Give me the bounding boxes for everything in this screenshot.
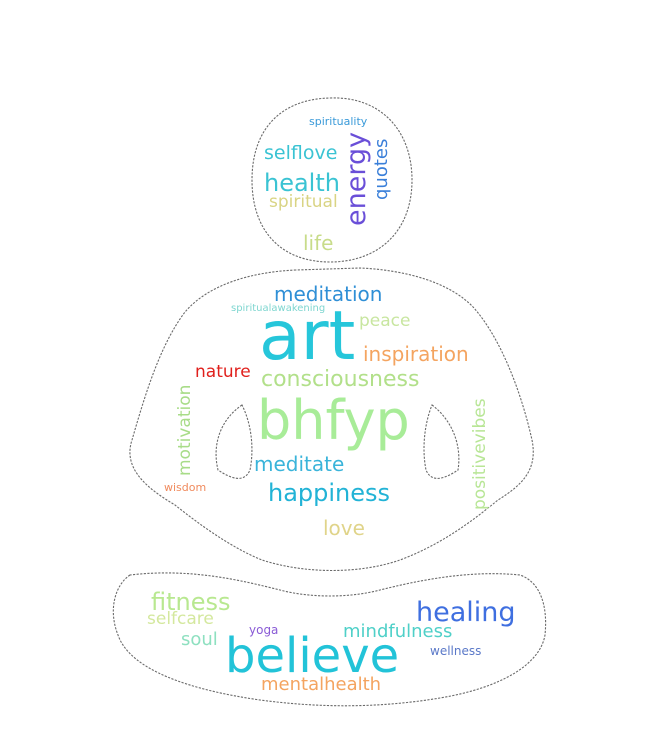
word-wellness: wellness (430, 644, 482, 658)
word-spirituality: spirituality (309, 115, 368, 128)
word-meditate: meditate (254, 452, 345, 476)
word-quotes: quotes (371, 138, 392, 200)
word-fitness: fitness (151, 588, 231, 616)
head-outline (251, 97, 413, 263)
word-energy: energy (341, 131, 372, 226)
word-peace: peace (359, 311, 411, 331)
legs-outline (112, 572, 547, 707)
word-bhfyp: bhfyp (257, 389, 410, 452)
word-health: health (264, 169, 340, 197)
word-selfcare: selfcare (147, 609, 214, 629)
word-positivevibes: positivevibes (470, 398, 490, 510)
word-spiritualawakening: spiritualawakening (231, 303, 326, 314)
word-inspiration: inspiration (363, 342, 469, 366)
left-arm-inner (215, 404, 253, 479)
word-soul: soul (181, 629, 218, 650)
word-selflove: selflove (264, 142, 338, 164)
word-meditation: meditation (274, 282, 383, 306)
word-wisdom: wisdom (164, 481, 207, 494)
word-motivation: motivation (175, 384, 195, 476)
right-arm-inner (423, 404, 460, 479)
word-yoga: yoga (249, 623, 279, 637)
word-consciousness: consciousness (261, 367, 420, 392)
word-art: art (259, 297, 356, 376)
torso-outline (129, 267, 534, 572)
word-mentalhealth: mentalhealth (261, 674, 382, 695)
word-life: life (303, 231, 334, 255)
word-happiness: happiness (268, 479, 391, 507)
word-healing: healing (416, 597, 516, 628)
word-spiritual: spiritual (269, 192, 338, 212)
word-mindfulness: mindfulness (343, 621, 453, 642)
word-believe: believe (225, 628, 400, 684)
word-nature: nature (195, 362, 251, 382)
word-love: love (323, 516, 365, 540)
